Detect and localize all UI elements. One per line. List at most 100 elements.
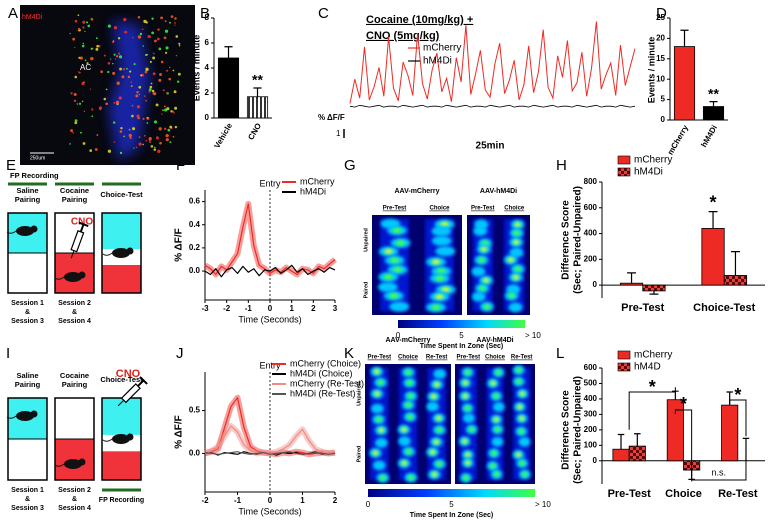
cell	[163, 36, 167, 40]
heat-blob	[507, 257, 515, 263]
cell	[154, 39, 157, 43]
heat-blob	[463, 475, 469, 481]
heat-blob	[406, 380, 413, 386]
heat-blob	[405, 369, 412, 375]
heat-blob	[509, 247, 524, 258]
cell	[95, 37, 98, 40]
x-tick-label: -3	[201, 304, 209, 313]
heat-blob	[435, 275, 445, 281]
panel-label: B	[200, 5, 210, 22]
cell	[145, 139, 148, 142]
cell	[78, 56, 81, 59]
cell	[167, 128, 171, 132]
cell	[137, 35, 142, 39]
y-tick-label: 2	[205, 88, 210, 97]
group-label: AAV-mCherry	[395, 188, 440, 195]
bracket	[691, 460, 747, 482]
cell	[82, 20, 86, 24]
cell	[138, 85, 142, 89]
cell	[151, 89, 155, 93]
bar	[702, 106, 725, 121]
cell	[123, 17, 127, 22]
cell	[123, 31, 126, 33]
syringe-icon	[117, 376, 148, 407]
heat-blob	[383, 274, 393, 280]
stage-label: Cocaine	[60, 371, 89, 380]
column-label: Pre-Test	[457, 355, 481, 361]
cell	[149, 60, 152, 63]
heat-blob	[436, 461, 443, 467]
cell	[175, 35, 179, 38]
y-tick-label: 0	[593, 456, 598, 465]
cell	[69, 32, 71, 35]
cell	[124, 30, 128, 34]
cell	[81, 44, 85, 48]
cell	[148, 137, 152, 141]
cell	[163, 127, 167, 131]
y-tick-label: 600	[584, 203, 598, 212]
mouse-tail	[102, 252, 113, 256]
x-tick-label: -1	[234, 496, 242, 505]
bar	[673, 46, 696, 121]
annotation: n.s.	[712, 467, 727, 477]
cell	[174, 24, 176, 26]
x-axis-label: Time (Seconds)	[238, 314, 301, 324]
y-tick-label: 300	[584, 410, 598, 419]
session-label: Session 3	[11, 505, 44, 512]
cell	[72, 131, 74, 134]
heat-blob	[522, 471, 528, 477]
panel-label: G	[344, 157, 356, 174]
heat-blob	[433, 439, 440, 445]
heat-blob	[519, 460, 525, 466]
duration-label: 25min	[476, 141, 505, 152]
y-axis-label: Events / minute	[191, 35, 201, 102]
error-bar	[634, 433, 641, 447]
cell	[114, 58, 117, 60]
cell	[133, 63, 136, 66]
cell	[159, 73, 162, 76]
y-tick-label: 400	[584, 394, 598, 403]
cell	[152, 72, 156, 76]
heat-blob	[516, 379, 522, 385]
cell	[120, 126, 123, 130]
cell	[146, 122, 149, 124]
legend-label: hM4Di	[634, 167, 663, 178]
cell	[155, 103, 159, 107]
cell	[100, 70, 103, 74]
cell	[155, 136, 159, 140]
cell	[91, 115, 94, 118]
cell	[118, 52, 121, 55]
stage-label: Pairing	[15, 195, 41, 204]
image-label: hM4Di	[22, 14, 43, 21]
scale-bar-label: % ΔF/F	[318, 113, 345, 122]
session-label: Session 2	[58, 300, 91, 307]
heat-blob	[431, 259, 441, 265]
cell	[176, 80, 180, 83]
stage-label: Pairing	[15, 380, 41, 389]
heat-blob	[493, 393, 499, 399]
bar	[723, 275, 748, 286]
cell	[172, 135, 175, 138]
legend-label: hM4Di (Re-Test)	[290, 388, 356, 398]
cell	[165, 133, 169, 138]
syringe-needle	[117, 399, 125, 407]
legend-label: hM4Di	[423, 56, 452, 67]
cell	[103, 54, 106, 57]
mouse-icon	[112, 248, 130, 258]
x-tick-label: mCherry	[666, 123, 691, 156]
column-label: Re-Test	[426, 355, 448, 361]
cell	[112, 62, 114, 65]
cell	[105, 88, 108, 91]
mouse-icon	[16, 226, 34, 236]
heat-blob	[405, 449, 412, 455]
cell	[84, 30, 86, 33]
cell	[172, 69, 175, 72]
y-tick-label: 500	[584, 379, 598, 388]
y-axis-label: Events / minute	[646, 37, 656, 104]
y-tick-label: 5	[661, 95, 666, 104]
chart-title: CNO (5mg/kg)	[366, 30, 440, 42]
error-bar	[649, 290, 659, 295]
cell	[173, 90, 177, 94]
cell	[131, 104, 134, 107]
cell	[103, 97, 107, 101]
